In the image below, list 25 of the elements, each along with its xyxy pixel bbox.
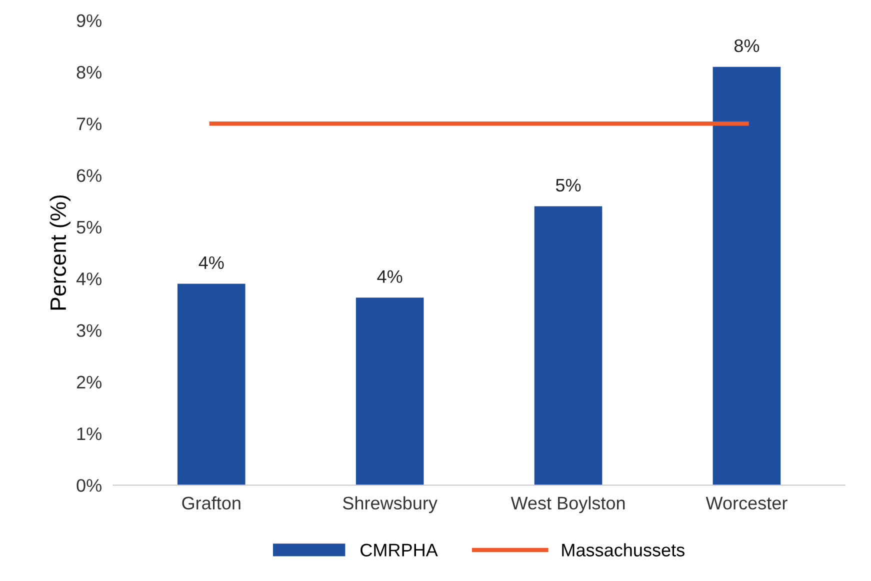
y-tick-label: 9%: [76, 14, 102, 28]
y-tick-label: 0%: [76, 479, 102, 492]
data-label: 5%: [556, 178, 581, 192]
x-tick-label: Grafton: [182, 496, 240, 510]
bar: [177, 284, 246, 486]
y-tick-label: 2%: [76, 376, 102, 388]
y-tick-label: 8%: [76, 66, 102, 79]
data-label: 4%: [377, 270, 402, 283]
y-tick-label: 1%: [77, 428, 102, 440]
data-label: 4%: [198, 256, 224, 269]
bar: [712, 66, 781, 486]
y-tick-label: 4%: [76, 272, 102, 286]
y-tick-label: 3%: [76, 324, 102, 337]
y-tick-label: 7%: [76, 118, 102, 130]
bar: [356, 298, 424, 486]
y-axis-title: Percent (%): [50, 195, 70, 310]
data-label: 8%: [734, 39, 760, 52]
legend-label: CMRPHA: [360, 544, 438, 556]
y-tick-label: 6%: [76, 169, 102, 182]
bar: [534, 206, 602, 486]
x-tick-label: Worcester: [706, 496, 788, 510]
legend-label: Massachussets: [562, 543, 684, 556]
y-tick-label: 5%: [76, 220, 102, 234]
x-tick-label: West Boylston: [510, 496, 625, 514]
x-tick-label: Shrewsbury: [342, 496, 438, 514]
